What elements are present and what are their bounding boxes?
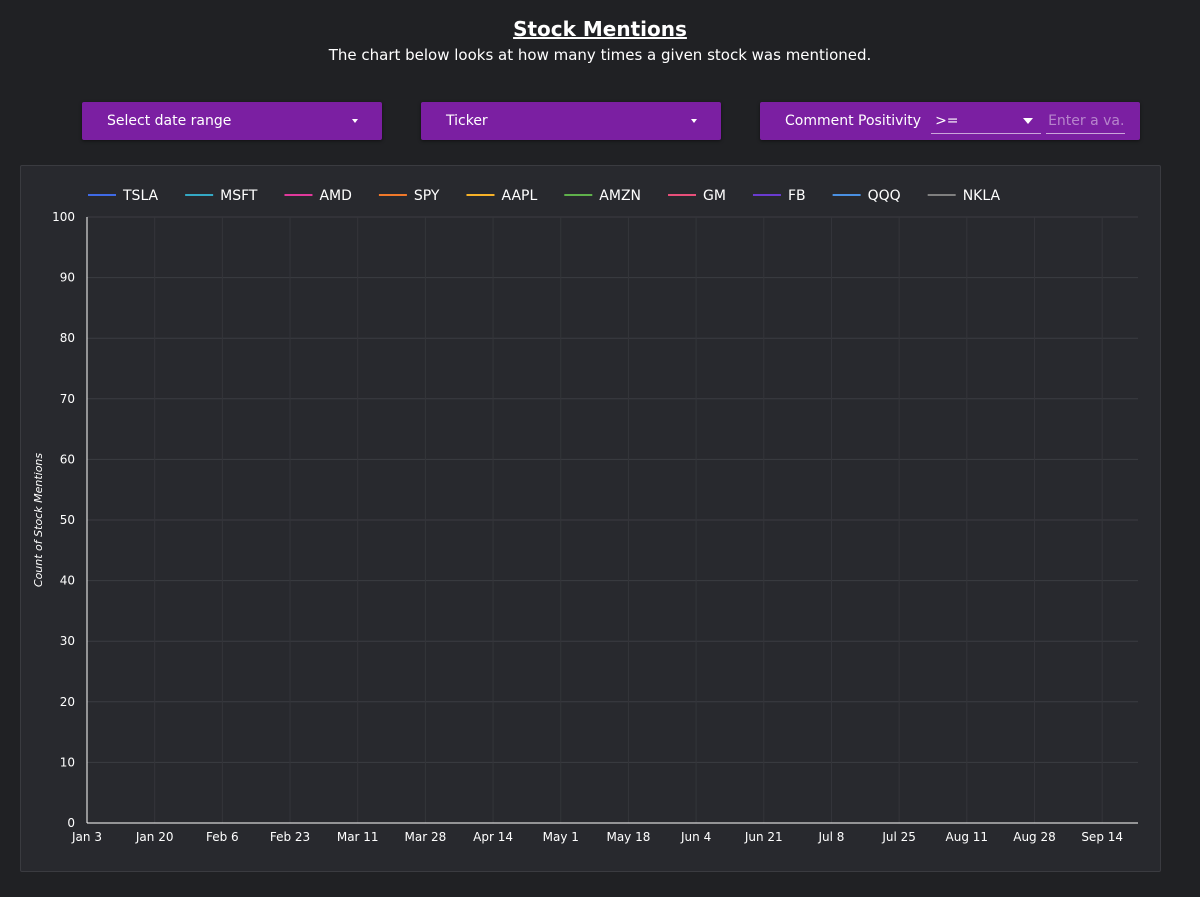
legend-label-amzn: AMZN xyxy=(599,188,641,204)
legend-label-gm: GM xyxy=(703,188,726,204)
x-tick-label: May 18 xyxy=(606,830,650,844)
x-tick-label: Jun 4 xyxy=(680,830,711,844)
comment-positivity-filter: Comment Positivity >= xyxy=(760,102,1140,140)
page-header: Stock Mentions The chart below looks at … xyxy=(0,14,1200,65)
page-subtitle: The chart below looks at how many times … xyxy=(328,46,872,64)
x-tick-label: Jan 20 xyxy=(135,830,174,844)
x-tick-label: Apr 14 xyxy=(473,830,513,844)
legend-label-aapl: AAPL xyxy=(501,188,537,204)
chevron-down-icon xyxy=(691,119,697,123)
x-tick-label: May 1 xyxy=(543,830,579,844)
x-tick-label: Jul 8 xyxy=(817,830,844,844)
x-tick-label: Mar 11 xyxy=(337,830,379,844)
date-range-label: Select date range xyxy=(107,113,232,129)
line-chart: 0 10 20 30 40 50 60 70 80 90 100 Jan 3 Jan 20 Feb 6 Fe… xyxy=(32,188,1138,844)
x-tick-label: Jul 25 xyxy=(881,830,916,844)
y-tick-label: 20 xyxy=(60,695,75,709)
chevron-down-icon xyxy=(1023,117,1034,124)
legend-label-qqq: QQQ xyxy=(868,188,901,204)
y-tick-label: 40 xyxy=(60,574,75,588)
y-tick-label: 80 xyxy=(60,331,75,345)
chevron-down-icon xyxy=(352,119,358,123)
legend-label-msft: MSFT xyxy=(220,188,258,204)
y-axis-title: Count of Stock Mentions xyxy=(32,453,45,588)
y-tick-label: 60 xyxy=(60,452,75,466)
legend-label-spy: SPY xyxy=(414,188,440,204)
page-title: Stock Mentions xyxy=(513,17,687,41)
y-tick-label: 90 xyxy=(60,271,75,285)
legend-label-tsla: TSLA xyxy=(122,188,159,204)
y-tick-label: 100 xyxy=(52,210,75,224)
chart-panel: 0 10 20 30 40 50 60 70 80 90 100 Jan 3 Jan 20 Feb 6 Fe… xyxy=(20,165,1161,872)
positivity-value-input[interactable] xyxy=(1046,108,1126,134)
ticker-filter[interactable]: Ticker xyxy=(421,102,721,140)
legend-label-nkla: NKLA xyxy=(963,188,1001,204)
y-tick-label: 50 xyxy=(60,513,75,527)
operator-select[interactable]: >= xyxy=(931,108,1042,134)
x-tick-label: Jan 3 xyxy=(71,830,102,844)
y-tick-label: 70 xyxy=(60,392,75,406)
x-tick-label: Feb 23 xyxy=(270,830,310,844)
y-tick-label: 10 xyxy=(60,755,75,769)
legend-label-amd: AMD xyxy=(319,188,351,204)
y-tick-label: 0 xyxy=(67,816,75,830)
y-tick-label: 30 xyxy=(60,634,75,648)
ticker-label: Ticker xyxy=(446,113,488,129)
x-tick-label: Jun 21 xyxy=(744,830,783,844)
date-range-filter[interactable]: Select date range xyxy=(82,102,382,140)
x-tick-label: Mar 28 xyxy=(405,830,447,844)
x-tick-label: Sep 14 xyxy=(1081,830,1123,844)
comment-positivity-label: Comment Positivity xyxy=(785,113,922,129)
x-tick-label: Feb 6 xyxy=(206,830,239,844)
x-tick-label: Aug 28 xyxy=(1013,830,1056,844)
operator-value: >= xyxy=(935,112,959,129)
x-tick-label: Aug 11 xyxy=(946,830,989,844)
legend-label-fb: FB xyxy=(788,188,806,204)
